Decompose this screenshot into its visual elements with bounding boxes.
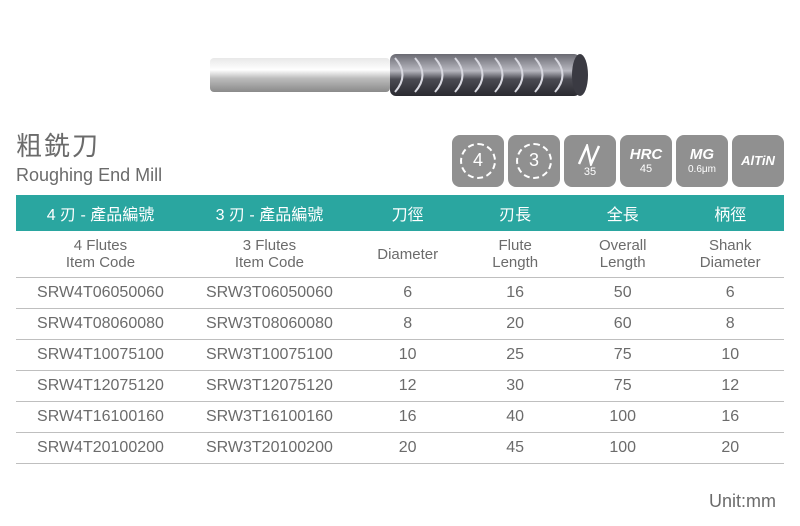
table-cell: 50 bbox=[569, 278, 677, 309]
hdr-cn-5: 柄徑 bbox=[676, 195, 784, 231]
hdr-en-4: OverallLength bbox=[569, 231, 677, 278]
endmill-illustration bbox=[200, 30, 600, 120]
table-cell: 20 bbox=[354, 433, 462, 464]
table-cell: 60 bbox=[569, 309, 677, 340]
hdr-cn-3: 刃長 bbox=[461, 195, 569, 231]
table-cell: SRW4T20100200 bbox=[16, 433, 185, 464]
table-cell: SRW3T10075100 bbox=[185, 340, 354, 371]
hrc-value: 45 bbox=[640, 163, 652, 175]
table-cell: 8 bbox=[676, 309, 784, 340]
table-header-en: 4 FlutesItem Code 3 FlutesItem Code Diam… bbox=[16, 231, 784, 278]
hdr-en-0: 4 FlutesItem Code bbox=[16, 231, 185, 278]
badge-3-flutes: 3 bbox=[508, 135, 560, 187]
badge-mg: MG 0.6μm bbox=[676, 135, 728, 187]
table-cell: SRW3T20100200 bbox=[185, 433, 354, 464]
title-block: 粗銑刀 Roughing End Mill bbox=[16, 130, 162, 187]
table-cell: 6 bbox=[676, 278, 784, 309]
table-cell: 16 bbox=[676, 402, 784, 433]
title-chinese: 粗銑刀 bbox=[16, 130, 162, 164]
table-cell: SRW3T12075120 bbox=[185, 371, 354, 402]
table-cell: 12 bbox=[354, 371, 462, 402]
hdr-cn-2: 刀徑 bbox=[354, 195, 462, 231]
table-cell: 6 bbox=[354, 278, 462, 309]
hrc-label: HRC bbox=[630, 147, 663, 164]
table-cell: 45 bbox=[461, 433, 569, 464]
title-english: Roughing End Mill bbox=[16, 164, 162, 187]
hdr-cn-1: 3 刃 - 產品編號 bbox=[185, 195, 354, 231]
table-cell: 20 bbox=[676, 433, 784, 464]
hdr-en-1: 3 FlutesItem Code bbox=[185, 231, 354, 278]
helix-icon bbox=[577, 144, 603, 166]
table-cell: SRW3T06050060 bbox=[185, 278, 354, 309]
table-row: SRW4T10075100SRW3T1007510010257510 bbox=[16, 340, 784, 371]
coating-label: AlTiN bbox=[741, 154, 775, 168]
table-cell: 16 bbox=[354, 402, 462, 433]
table-cell: 40 bbox=[461, 402, 569, 433]
table-row: SRW4T20100200SRW3T20100200204510020 bbox=[16, 433, 784, 464]
flute-count-4: 4 bbox=[460, 143, 496, 179]
table-cell: 30 bbox=[461, 371, 569, 402]
table-cell: 10 bbox=[676, 340, 784, 371]
table-cell: 75 bbox=[569, 371, 677, 402]
table-body: SRW4T06050060SRW3T06050060616506SRW4T080… bbox=[16, 278, 784, 464]
table-cell: 75 bbox=[569, 340, 677, 371]
spec-badges: 4 3 35 HRC 45 MG 0.6μm AlTiN bbox=[452, 135, 784, 187]
hdr-en-2: Diameter bbox=[354, 231, 462, 278]
table-cell: 100 bbox=[569, 402, 677, 433]
table-cell: SRW4T06050060 bbox=[16, 278, 185, 309]
table-cell: 25 bbox=[461, 340, 569, 371]
table-cell: 100 bbox=[569, 433, 677, 464]
table-cell: 20 bbox=[461, 309, 569, 340]
table-cell: 8 bbox=[354, 309, 462, 340]
table-cell: SRW4T12075120 bbox=[16, 371, 185, 402]
mg-label: MG bbox=[690, 147, 714, 164]
spec-table: 4 刃 - 產品編號 3 刃 - 產品編號 刀徑 刃長 全長 柄徑 4 Flut… bbox=[16, 195, 784, 464]
title-row: 粗銑刀 Roughing End Mill 4 3 35 HRC 45 MG 0… bbox=[0, 130, 800, 195]
table-cell: SRW4T16100160 bbox=[16, 402, 185, 433]
table-row: SRW4T06050060SRW3T06050060616506 bbox=[16, 278, 784, 309]
table-row: SRW4T12075120SRW3T1207512012307512 bbox=[16, 371, 784, 402]
table-header-cn: 4 刃 - 產品編號 3 刃 - 產品編號 刀徑 刃長 全長 柄徑 bbox=[16, 195, 784, 231]
table-cell: 10 bbox=[354, 340, 462, 371]
badge-helix: 35 bbox=[564, 135, 616, 187]
table-row: SRW4T08060080SRW3T08060080820608 bbox=[16, 309, 784, 340]
hdr-cn-4: 全長 bbox=[569, 195, 677, 231]
flute-count-3: 3 bbox=[516, 143, 552, 179]
product-image bbox=[0, 0, 800, 130]
hdr-cn-0: 4 刃 - 產品編號 bbox=[16, 195, 185, 231]
badge-coating: AlTiN bbox=[732, 135, 784, 187]
table-cell: SRW3T16100160 bbox=[185, 402, 354, 433]
table-cell: 16 bbox=[461, 278, 569, 309]
hdr-en-5: ShankDiameter bbox=[676, 231, 784, 278]
table-cell: SRW4T08060080 bbox=[16, 309, 185, 340]
table-cell: SRW3T08060080 bbox=[185, 309, 354, 340]
table-cell: 12 bbox=[676, 371, 784, 402]
unit-label: Unit:mm bbox=[709, 491, 776, 512]
table-row: SRW4T16100160SRW3T16100160164010016 bbox=[16, 402, 784, 433]
badge-4-flutes: 4 bbox=[452, 135, 504, 187]
mg-value: 0.6μm bbox=[688, 164, 716, 175]
hdr-en-3: FluteLength bbox=[461, 231, 569, 278]
badge-hrc: HRC 45 bbox=[620, 135, 672, 187]
helix-value: 35 bbox=[584, 166, 596, 178]
table-cell: SRW4T10075100 bbox=[16, 340, 185, 371]
